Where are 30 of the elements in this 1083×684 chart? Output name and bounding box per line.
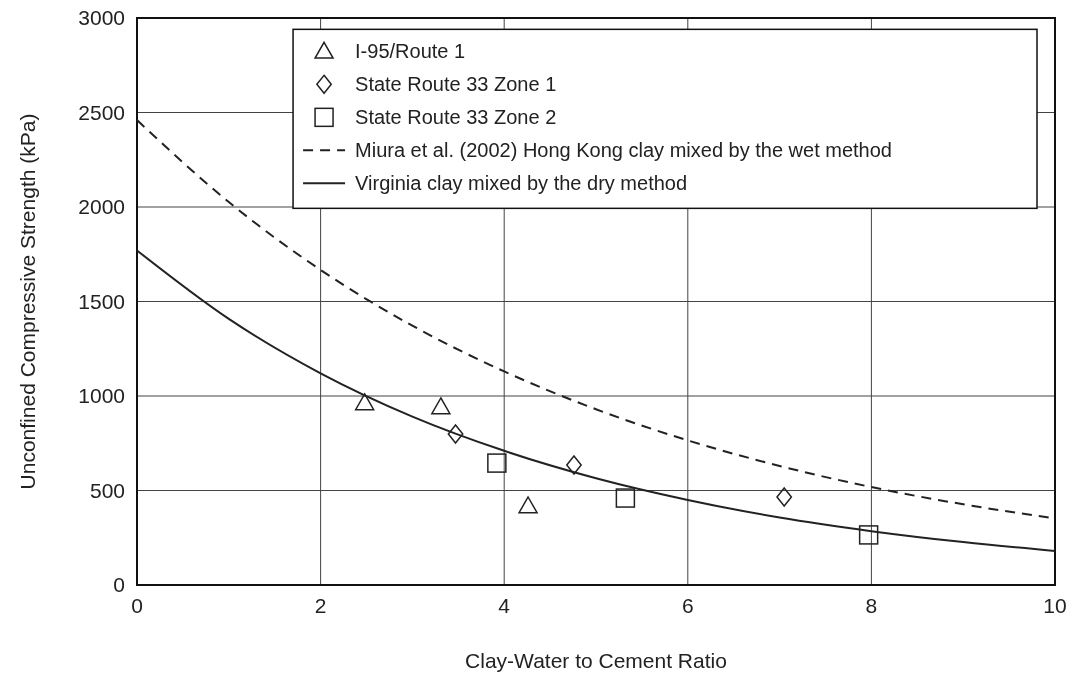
legend-label: State Route 33 Zone 1 xyxy=(355,73,557,96)
legend-label: I-95/Route 1 xyxy=(355,40,466,63)
legend-label: Virginia clay mixed by the dry method xyxy=(355,172,688,195)
legend-label: Miura et al. (2002) Hong Kong clay mixed by the wet method xyxy=(355,139,893,162)
point xyxy=(487,453,507,473)
y-tick-label: 3000 xyxy=(78,6,125,29)
y-tick-label: 1500 xyxy=(78,289,125,313)
point xyxy=(447,424,464,444)
point xyxy=(566,455,582,475)
x-tick-label: 0 xyxy=(131,594,143,617)
point xyxy=(615,488,636,508)
point xyxy=(776,487,793,507)
x-tick-label: 6 xyxy=(681,594,694,617)
y-tick-label: 2500 xyxy=(78,100,125,124)
point xyxy=(354,393,375,411)
y-tick-label: 1000 xyxy=(78,384,125,407)
x-tick-label: 10 xyxy=(1043,594,1067,617)
x-tick-label: 8 xyxy=(865,594,878,617)
point xyxy=(858,525,879,545)
x-axis-title: Clay-Water to Cement Ratio xyxy=(465,649,727,672)
legend-label: State Route 33 Zone 2 xyxy=(355,106,557,129)
y-tick-label: 500 xyxy=(89,478,125,502)
point xyxy=(518,496,538,514)
line-series xyxy=(136,249,1056,552)
point xyxy=(431,397,451,415)
y-axis-title: Unconfined Compressive Strength (kPa) xyxy=(16,113,39,490)
y-tick-label: 0 xyxy=(113,573,125,596)
y-tick-label: 2000 xyxy=(78,195,125,218)
x-tick-label: 4 xyxy=(498,594,511,617)
x-tick-label: 2 xyxy=(314,594,327,617)
